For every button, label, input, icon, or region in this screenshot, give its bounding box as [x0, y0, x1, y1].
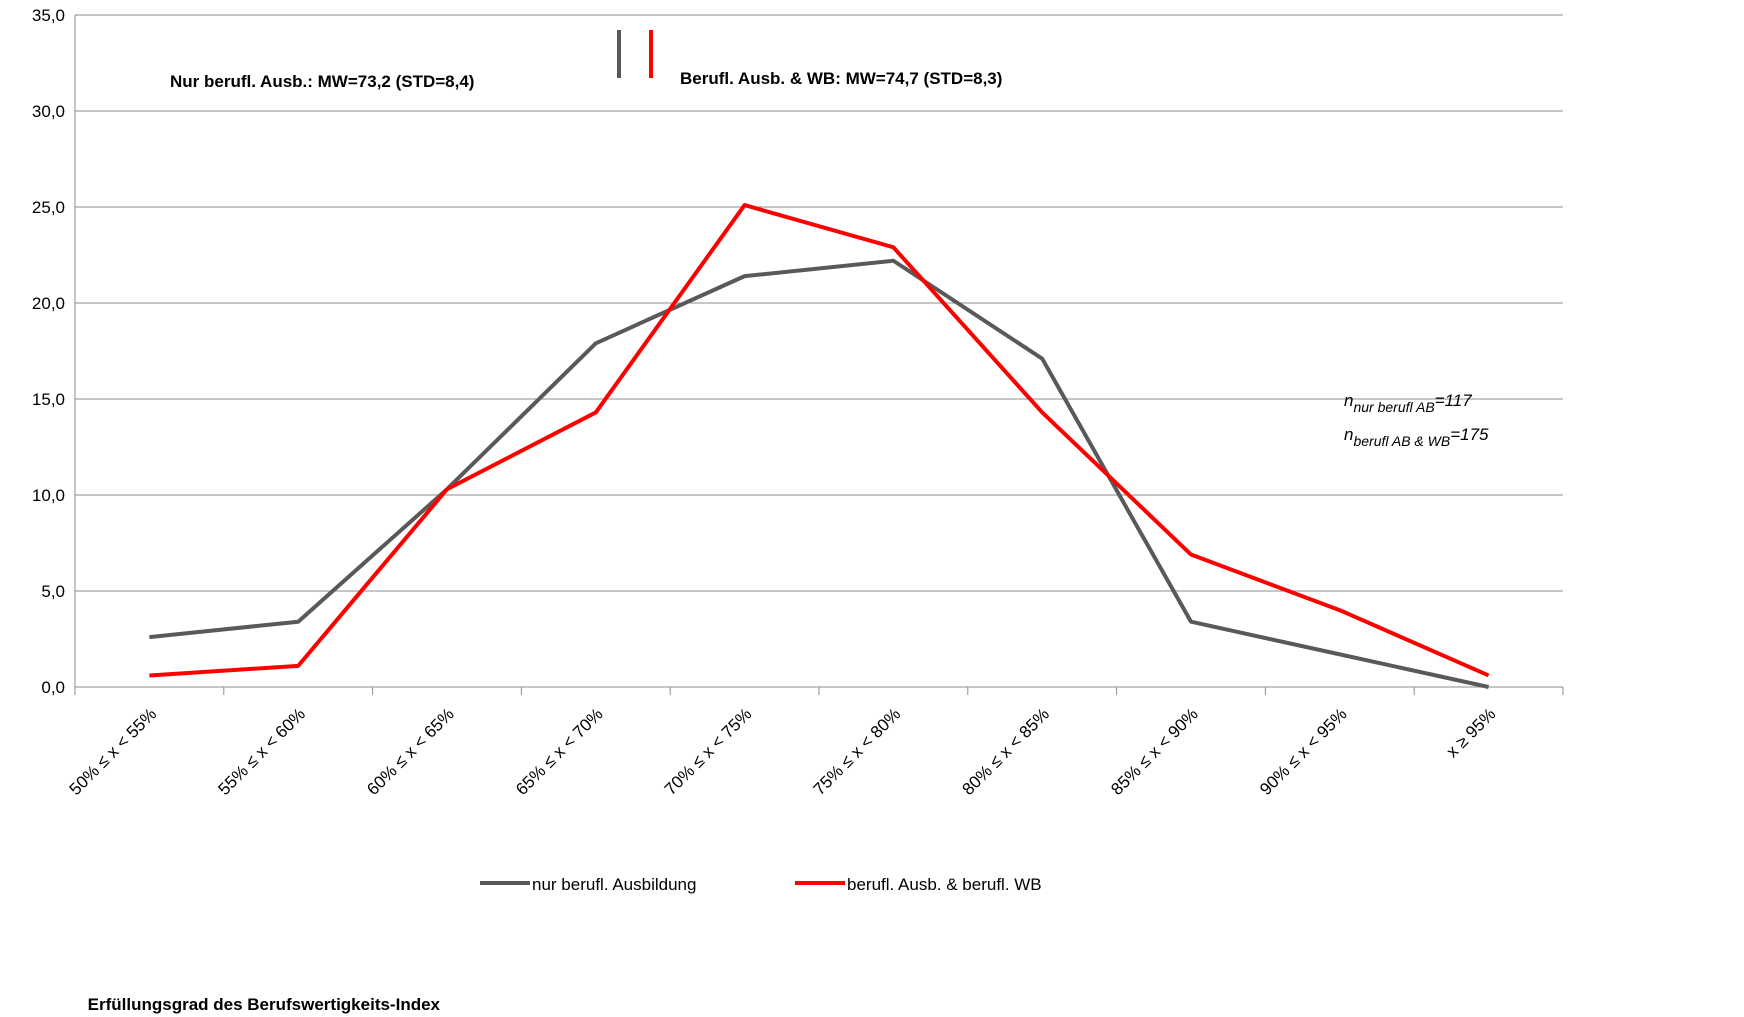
series-line: [149, 203, 1490, 678]
note-rest: =175: [1450, 425, 1489, 444]
x-tick-label: 60% ≤ x < 65%: [363, 704, 458, 799]
legend-label: nur berufl. Ausbildung: [532, 875, 696, 894]
x-tick-label: 80% ≤ x < 85%: [958, 704, 1053, 799]
annotation: Nur berufl. Ausb.: MW=73,2 (STD=8,4): [170, 72, 474, 91]
note-base: n: [1344, 425, 1353, 444]
sample-size-note: nnur berufl AB=117: [1344, 391, 1472, 415]
x-tick-label: 65% ≤ x < 70%: [512, 704, 607, 799]
y-tick-label: 25,0: [32, 198, 65, 217]
x-tick-label: 70% ≤ x < 75%: [661, 704, 756, 799]
annotation: Berufl. Ausb. & WB: MW=74,7 (STD=8,3): [680, 69, 1002, 88]
x-axis-title: Erfüllungsgrad des Berufswertigkeits-Ind…: [88, 995, 441, 1014]
x-tick-label: 90% ≤ x < 95%: [1256, 704, 1351, 799]
y-tick-label: 0,0: [41, 678, 65, 697]
y-tick-label: 30,0: [32, 102, 65, 121]
y-tick-label: 15,0: [32, 390, 65, 409]
note-rest: =117: [1435, 391, 1473, 410]
sample-size-note: nberufl AB & WB=175: [1344, 425, 1489, 449]
y-tick-label: 20,0: [32, 294, 65, 313]
x-tick-label: 75% ≤ x < 80%: [810, 704, 905, 799]
note-sub: nur berufl AB: [1353, 399, 1434, 415]
x-tick-label: 50% ≤ x < 55%: [66, 704, 161, 799]
y-tick-label: 10,0: [32, 486, 65, 505]
legend-label: berufl. Ausb. & berufl. WB: [847, 875, 1042, 894]
y-tick-label: 35,0: [32, 6, 65, 25]
y-tick-label: 5,0: [41, 582, 65, 601]
note-sub: berufl AB & WB: [1353, 433, 1450, 449]
x-tick-label: x ≥ 95%: [1443, 704, 1500, 761]
x-tick-label: 55% ≤ x < 60%: [214, 704, 309, 799]
x-tick-label: 85% ≤ x < 90%: [1107, 704, 1202, 799]
series-line: [149, 258, 1490, 689]
note-base: n: [1344, 391, 1353, 410]
